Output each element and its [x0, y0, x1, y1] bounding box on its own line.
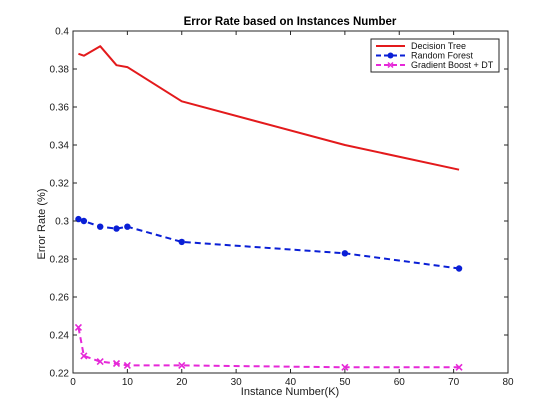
legend-label: Decision Tree [411, 41, 466, 51]
series-line [78, 45, 460, 171]
y-axis-label: Error Rate (%) [36, 189, 48, 260]
data-point [96, 223, 104, 230]
legend-label: Gradient Boost + DT [411, 60, 494, 70]
data-point [123, 361, 131, 369]
y-tick-label: 0.34 [50, 141, 70, 152]
data-point [341, 363, 349, 371]
data-point [178, 361, 186, 369]
x-tick-label: 50 [339, 377, 351, 388]
series-1 [78, 45, 460, 171]
y-tick-label: 0.36 [50, 103, 70, 114]
data-point [80, 217, 88, 225]
data-point [112, 359, 121, 368]
plot-area [74, 45, 463, 371]
x-tick-label: 0 [70, 377, 76, 388]
data-point [124, 223, 131, 230]
x-tick-label: 60 [394, 377, 406, 388]
data-point [74, 323, 83, 331]
x-tick-label: 70 [448, 377, 460, 388]
y-tick-label: 0.26 [50, 293, 70, 304]
x-tick-label: 80 [502, 377, 514, 388]
data-point [80, 352, 88, 360]
x-tick-label: 30 [231, 377, 243, 388]
series-line [78, 218, 460, 270]
y-tick-label: 0.22 [50, 369, 70, 380]
y-tick-label: 0.32 [50, 179, 70, 190]
data-point [178, 238, 185, 246]
data-point [341, 250, 349, 257]
data-point [455, 265, 463, 272]
legend-label: Random Forest [411, 51, 474, 61]
x-tick-label: 20 [176, 377, 188, 388]
x-tick-label: 40 [285, 377, 297, 388]
data-point [455, 363, 463, 371]
y-tick-label: 0.4 [55, 27, 69, 38]
legend-marker [387, 61, 394, 69]
legend-marker [387, 52, 394, 59]
y-tick-label: 0.28 [50, 255, 70, 266]
series-line [77, 327, 460, 369]
chart-title: Error Rate based on Instances Number [184, 16, 397, 28]
y-tick-label: 0.24 [50, 331, 70, 342]
data-point [113, 225, 120, 232]
series-2 [75, 215, 463, 272]
data-point [96, 358, 104, 366]
x-axis-label: Instance Number(K) [241, 386, 339, 398]
y-tick-label: 0.3 [55, 217, 69, 228]
x-tick-label: 10 [122, 377, 134, 388]
y-tick-label: 0.38 [50, 65, 70, 76]
axes: 0 10 20 30 40 50 60 70 80 0.22 0.24 0.26 0.28 0.3 0.32… [50, 27, 514, 389]
series-3 [74, 323, 463, 371]
